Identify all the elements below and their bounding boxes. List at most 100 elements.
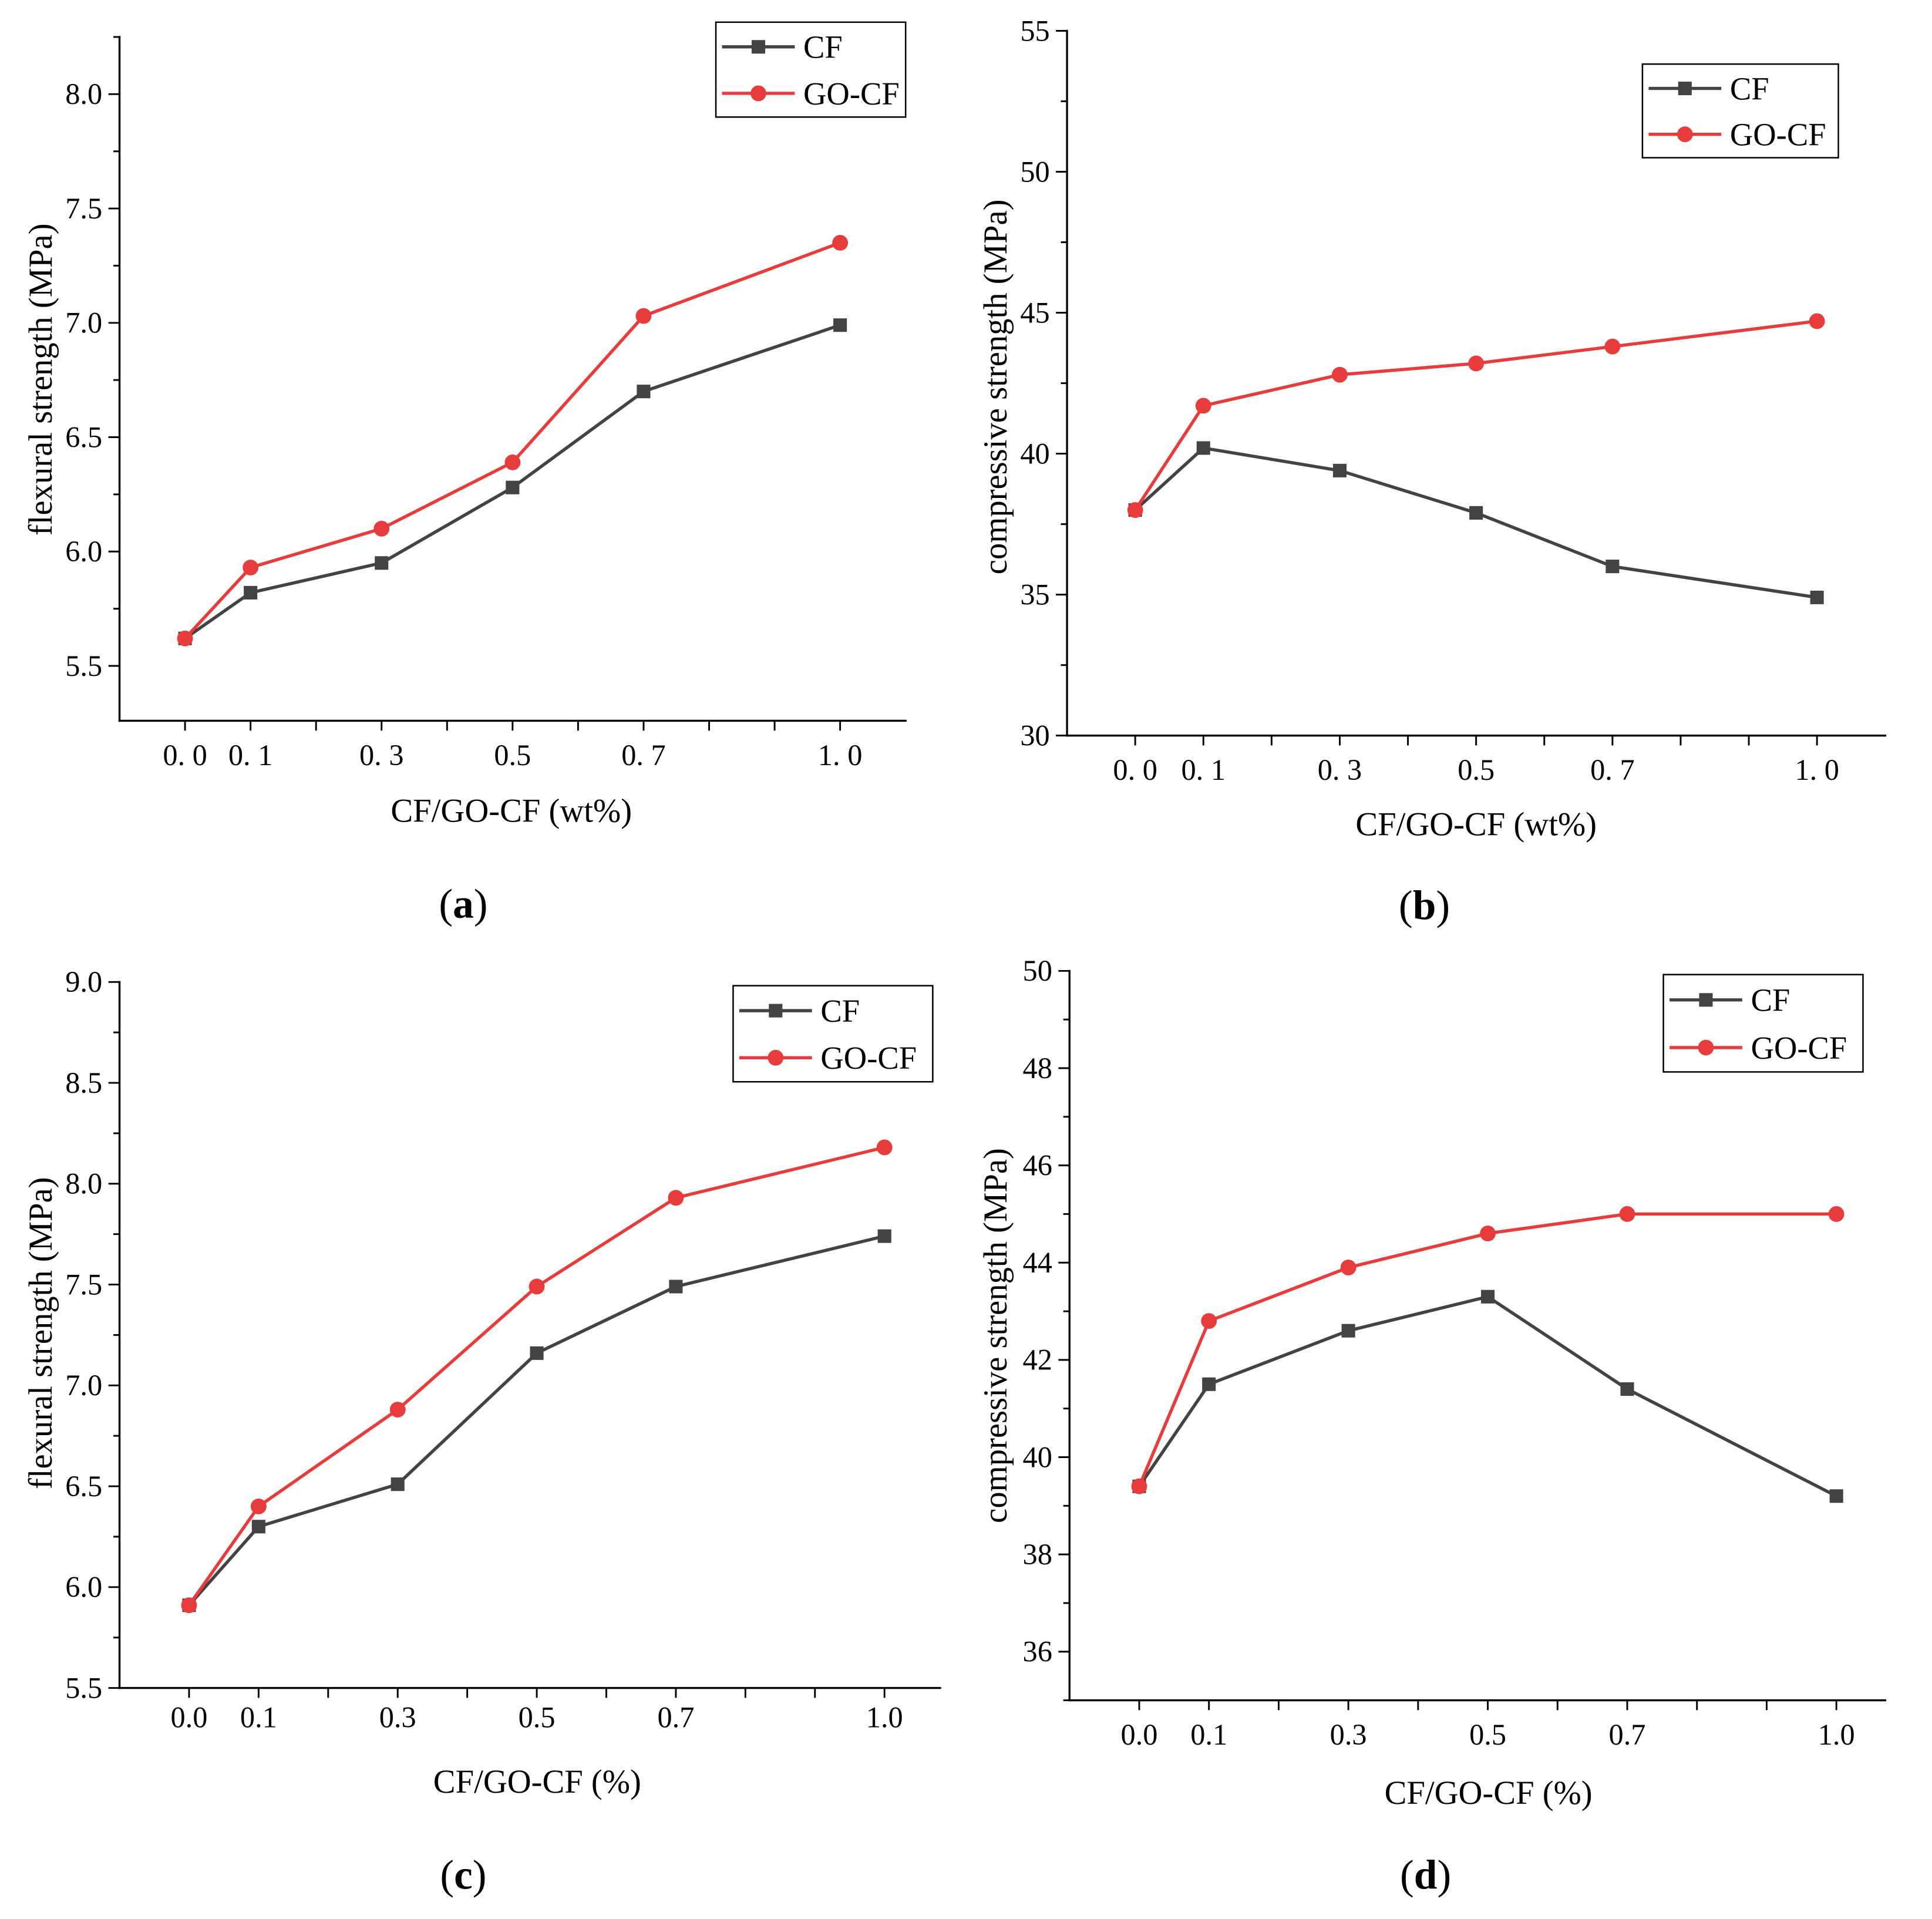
go-cf-data-point — [832, 235, 849, 251]
legend-cf-marker — [1678, 82, 1692, 96]
go-cf-data-point — [1201, 1313, 1217, 1329]
legend-cf-label: CF — [1751, 982, 1790, 1018]
cf-data-point — [1341, 1324, 1355, 1338]
cf-data-point — [1332, 463, 1347, 477]
y-tick-label: 6.0 — [65, 535, 102, 568]
x-axis-label: CF/GO-CF (%) — [433, 1764, 641, 1800]
x-tick-label: 1.0 — [866, 1701, 903, 1734]
cf-data-point — [1620, 1382, 1634, 1396]
x-tick-label: 0.7 — [1609, 1718, 1646, 1751]
legend: CF GO-CF — [1662, 974, 1864, 1073]
go-cf-data-point — [373, 520, 390, 537]
legend-box — [1662, 974, 1864, 1073]
panel-letter: c — [454, 1852, 473, 1898]
y-tick-label: 55 — [1020, 14, 1049, 47]
legend-go-cf-label: GO-CF — [1730, 117, 1826, 153]
panel-paren: ( — [440, 1852, 454, 1898]
y-tick-label: 7.5 — [65, 1268, 102, 1301]
cf-data-point — [1829, 1489, 1843, 1503]
legend-go-cf-marker — [768, 1049, 784, 1066]
y-axis-label: compressive strength (MPa) — [978, 1148, 1014, 1523]
x-tick-label: 0. 1 — [228, 739, 273, 772]
panel-letter: b — [1413, 882, 1436, 928]
x-tick-label: 0. 7 — [621, 739, 666, 772]
y-tick-label: 9.0 — [65, 965, 102, 998]
y-tick-label: 35 — [1020, 578, 1049, 611]
legend-go-cf-marker — [1677, 126, 1693, 143]
y-tick-label: 6.5 — [65, 420, 102, 453]
cf-data-point — [877, 1229, 891, 1243]
cf-data-point — [251, 1520, 265, 1534]
panel-label: (d) — [1400, 1852, 1451, 1898]
go-cf-data-point — [243, 560, 259, 575]
panel-paren: ( — [1400, 1852, 1414, 1898]
go-cf-line — [1137, 1212, 1838, 1488]
cf-data-point — [1810, 590, 1824, 604]
panel-paren: ) — [1436, 882, 1450, 928]
x-tick-label: 0.0 — [170, 1701, 207, 1734]
cf-data-point — [1202, 1377, 1216, 1391]
legend-go-cf-label: GO-CF — [1751, 1030, 1847, 1066]
panel-paren: ( — [439, 881, 453, 927]
go-cf-series — [181, 1139, 893, 1614]
y-tick-label: 8.0 — [65, 78, 102, 110]
x-tick-label: 0.5 — [519, 1701, 556, 1734]
y-axis-label: flexural strength (MPa) — [23, 223, 59, 536]
go-cf-data-point — [1127, 502, 1143, 519]
x-axis-label: CF/GO-CF (%) — [1385, 1775, 1593, 1812]
go-cf-data-point — [1604, 338, 1621, 355]
go-cf-data-point — [181, 1597, 197, 1614]
y-tick-label: 46 — [1023, 1149, 1052, 1181]
go-cf-data-point — [1340, 1260, 1357, 1275]
cf-data-point — [669, 1280, 683, 1294]
go-cf-data-point — [1195, 398, 1211, 414]
legend-cf-marker — [769, 1004, 783, 1018]
legend-box — [1641, 63, 1839, 159]
cf-series — [1132, 1290, 1843, 1503]
legend-cf-label: CF — [820, 993, 860, 1029]
panel-letter: a — [453, 881, 474, 927]
y-tick-label: 7.0 — [65, 1369, 102, 1402]
cf-data-point — [244, 585, 258, 600]
go-cf-series — [177, 235, 849, 647]
go-cf-data-point — [635, 308, 652, 324]
y-tick-label: 7.5 — [65, 192, 102, 225]
go-cf-data-point — [250, 1498, 267, 1514]
x-tick-label: 0. 3 — [1318, 753, 1362, 786]
y-tick-label: 5.5 — [65, 1671, 102, 1704]
y-tick-label: 7.0 — [65, 307, 102, 339]
y-tick-label: 36 — [1023, 1635, 1052, 1668]
panel-letter: d — [1414, 1852, 1438, 1898]
legend-go-cf-label: GO-CF — [803, 76, 900, 112]
x-tick-label: 1. 0 — [818, 739, 863, 772]
x-tick-label: 0.1 — [1190, 1718, 1227, 1751]
x-tick-label: 0.5 — [1469, 1718, 1506, 1751]
chart-panel-a: 5.5 6.0 6.5 7.0 7.5 8.0 0. 0 0. 1 0. 3 0.5 0. 7 1. … — [23, 21, 907, 927]
go-cf-data-point — [177, 630, 193, 647]
cf-series — [178, 318, 847, 645]
y-tick-label: 50 — [1020, 155, 1049, 188]
go-cf-data-point — [1468, 355, 1485, 372]
go-cf-data-point — [389, 1402, 406, 1418]
y-tick-label: 44 — [1023, 1246, 1052, 1279]
legend-box — [732, 985, 934, 1083]
go-cf-series — [1127, 313, 1825, 519]
x-axis-label: CF/GO-CF (wt%) — [391, 793, 632, 830]
y-tick-label: 40 — [1020, 437, 1049, 470]
legend: CF GO-CF — [732, 985, 934, 1083]
cf-data-point — [1469, 506, 1483, 520]
legend-cf-marker — [751, 40, 765, 54]
x-tick-label: 1.0 — [1818, 1718, 1855, 1751]
cf-data-point — [530, 1346, 544, 1360]
y-tick-label: 5.5 — [65, 649, 102, 682]
y-tick-label: 40 — [1023, 1440, 1052, 1473]
cf-data-point — [506, 480, 520, 494]
go-cf-data-point — [1809, 313, 1825, 329]
cf-line — [1133, 446, 1819, 600]
y-tick-label: 38 — [1023, 1538, 1052, 1571]
cf-line — [183, 323, 842, 640]
cf-series — [1128, 441, 1824, 604]
cf-data-point — [375, 556, 389, 570]
panel-paren: ( — [1399, 882, 1413, 928]
